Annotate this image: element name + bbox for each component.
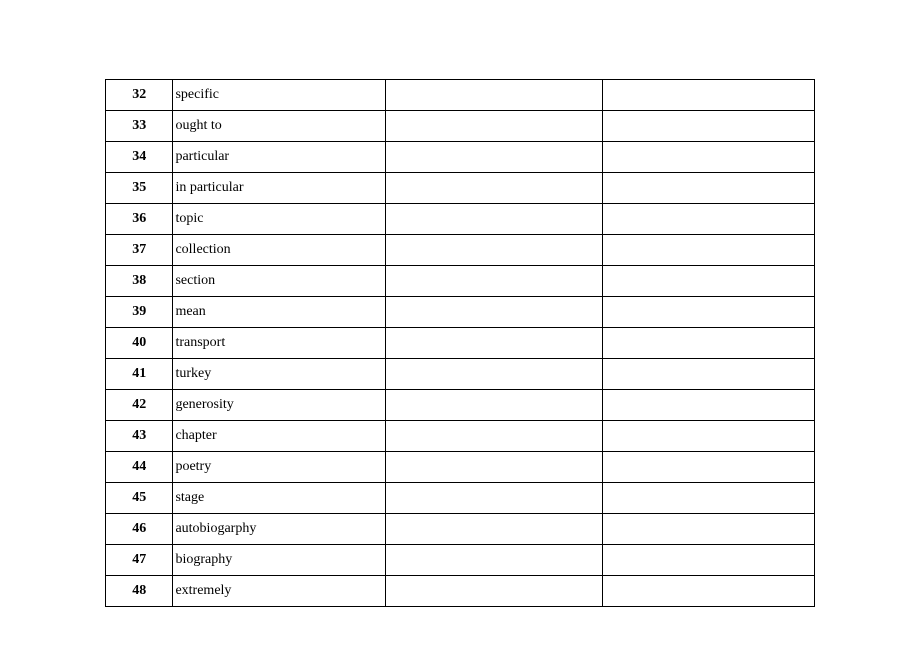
row-number: 38 — [106, 266, 173, 297]
table-row: 44 poetry — [106, 452, 815, 483]
row-empty-2 — [602, 235, 814, 266]
row-empty-1 — [385, 297, 602, 328]
table-row: 46 autobiogarphy — [106, 514, 815, 545]
row-empty-2 — [602, 142, 814, 173]
row-empty-2 — [602, 173, 814, 204]
row-empty-2 — [602, 390, 814, 421]
row-word: particular — [173, 142, 385, 173]
row-word: transport — [173, 328, 385, 359]
row-empty-1 — [385, 390, 602, 421]
row-number: 41 — [106, 359, 173, 390]
table-row: 32 specific — [106, 80, 815, 111]
row-empty-1 — [385, 421, 602, 452]
row-empty-1 — [385, 328, 602, 359]
row-number: 47 — [106, 545, 173, 576]
row-word: chapter — [173, 421, 385, 452]
table-row: 40 transport — [106, 328, 815, 359]
row-number: 44 — [106, 452, 173, 483]
row-word: ought to — [173, 111, 385, 142]
row-number: 34 — [106, 142, 173, 173]
row-word: in particular — [173, 173, 385, 204]
row-number: 37 — [106, 235, 173, 266]
row-empty-2 — [602, 297, 814, 328]
table-row: 34 particular — [106, 142, 815, 173]
row-empty-1 — [385, 204, 602, 235]
row-number: 36 — [106, 204, 173, 235]
row-empty-1 — [385, 359, 602, 390]
row-number: 40 — [106, 328, 173, 359]
row-number: 43 — [106, 421, 173, 452]
row-number: 35 — [106, 173, 173, 204]
row-word: extremely — [173, 576, 385, 607]
row-empty-1 — [385, 266, 602, 297]
row-empty-2 — [602, 111, 814, 142]
table-row: 33 ought to — [106, 111, 815, 142]
row-empty-1 — [385, 483, 602, 514]
table-row: 45 stage — [106, 483, 815, 514]
row-word: stage — [173, 483, 385, 514]
row-empty-2 — [602, 266, 814, 297]
table-row: 37 collection — [106, 235, 815, 266]
row-number: 32 — [106, 80, 173, 111]
table-row: 42 generosity — [106, 390, 815, 421]
row-number: 46 — [106, 514, 173, 545]
row-empty-2 — [602, 421, 814, 452]
row-empty-2 — [602, 359, 814, 390]
row-empty-1 — [385, 235, 602, 266]
row-empty-1 — [385, 545, 602, 576]
table-row: 35 in particular — [106, 173, 815, 204]
table-row: 39 mean — [106, 297, 815, 328]
row-word: specific — [173, 80, 385, 111]
vocab-table-body: 32 specific 33 ought to 34 particular 35… — [106, 80, 815, 607]
table-row: 47 biography — [106, 545, 815, 576]
row-empty-2 — [602, 576, 814, 607]
row-word: turkey — [173, 359, 385, 390]
row-empty-2 — [602, 514, 814, 545]
row-word: section — [173, 266, 385, 297]
row-number: 39 — [106, 297, 173, 328]
row-word: biography — [173, 545, 385, 576]
table-row: 41 turkey — [106, 359, 815, 390]
table-row: 36 topic — [106, 204, 815, 235]
row-empty-1 — [385, 514, 602, 545]
row-empty-2 — [602, 204, 814, 235]
row-word: autobiogarphy — [173, 514, 385, 545]
row-empty-2 — [602, 545, 814, 576]
vocab-table: 32 specific 33 ought to 34 particular 35… — [105, 79, 815, 607]
row-empty-1 — [385, 452, 602, 483]
row-empty-1 — [385, 173, 602, 204]
row-word: topic — [173, 204, 385, 235]
table-row: 48 extremely — [106, 576, 815, 607]
row-word: generosity — [173, 390, 385, 421]
row-number: 45 — [106, 483, 173, 514]
row-empty-2 — [602, 452, 814, 483]
row-empty-2 — [602, 80, 814, 111]
row-number: 33 — [106, 111, 173, 142]
row-word: poetry — [173, 452, 385, 483]
row-word: mean — [173, 297, 385, 328]
row-word: collection — [173, 235, 385, 266]
vocab-table-wrap: 32 specific 33 ought to 34 particular 35… — [105, 79, 815, 607]
row-empty-1 — [385, 80, 602, 111]
row-empty-1 — [385, 142, 602, 173]
table-row: 38 section — [106, 266, 815, 297]
row-empty-1 — [385, 111, 602, 142]
row-number: 48 — [106, 576, 173, 607]
row-number: 42 — [106, 390, 173, 421]
row-empty-2 — [602, 328, 814, 359]
row-empty-1 — [385, 576, 602, 607]
table-row: 43 chapter — [106, 421, 815, 452]
row-empty-2 — [602, 483, 814, 514]
